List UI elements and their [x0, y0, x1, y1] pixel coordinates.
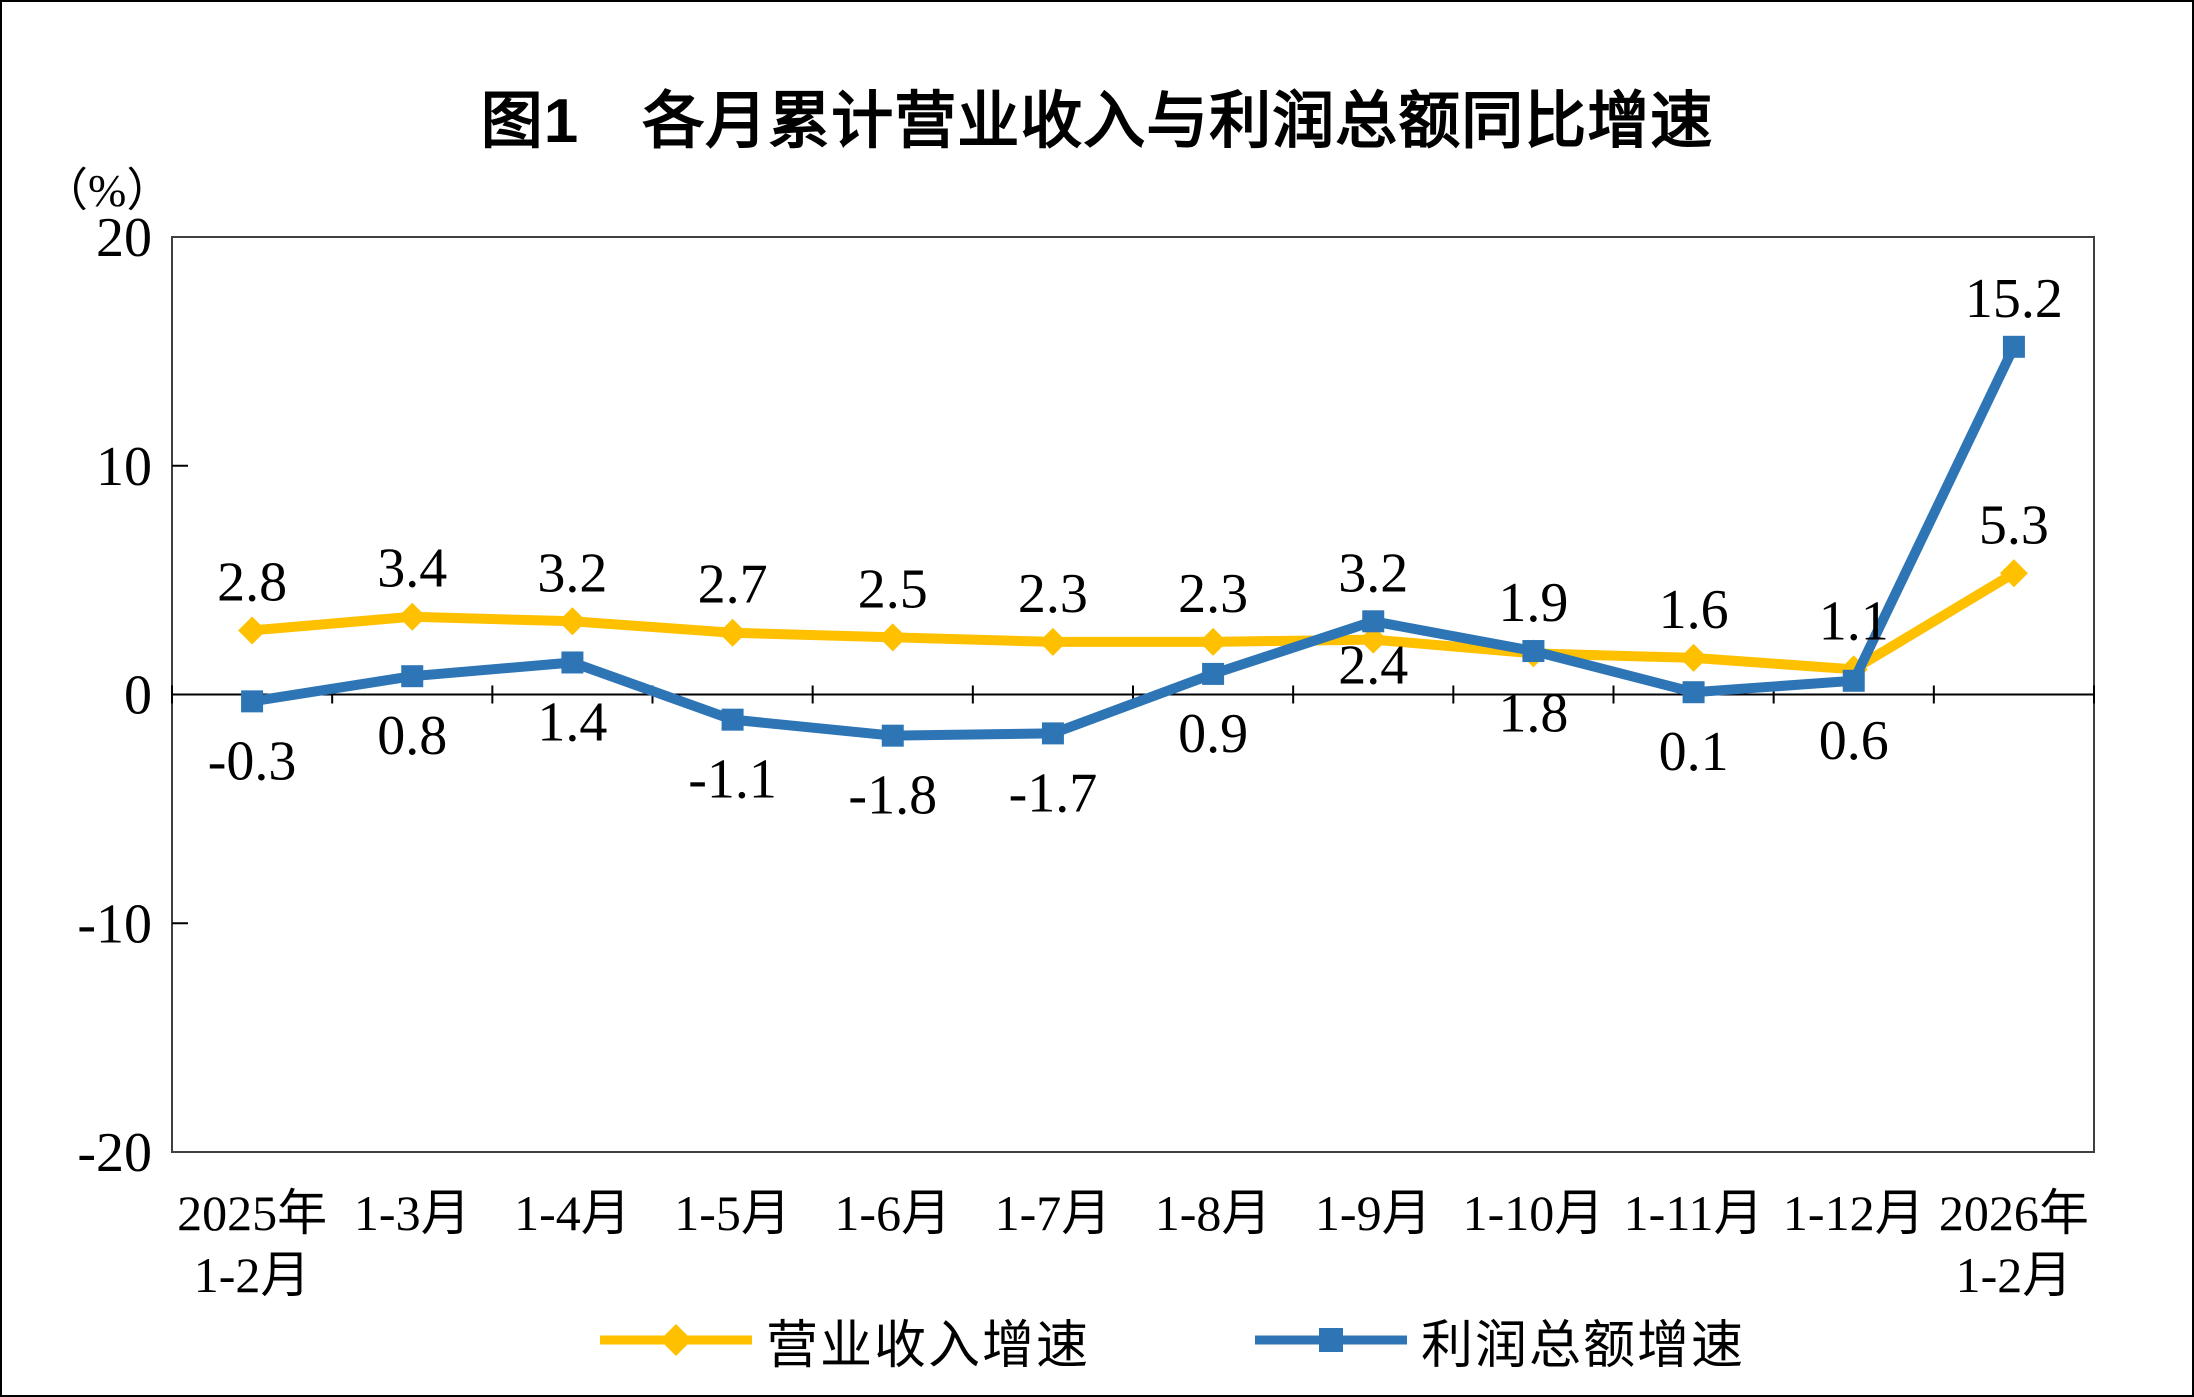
data-point-marker-diamond	[1679, 643, 1708, 672]
chart-title: 图1 各月累计营业收入与利润总额同比增速	[480, 87, 1714, 156]
series-line-0	[251, 568, 2017, 675]
x-tick-label: 2025年	[177, 1185, 327, 1241]
data-label: 15.2	[1965, 268, 2063, 330]
legend-label-profit: 利润总额增速	[1421, 1317, 1746, 1375]
legend-item-revenue: 营业收入增速	[600, 1304, 1090, 1376]
data-point-marker-square	[1202, 662, 1225, 685]
data-point-marker-diamond	[1038, 627, 1067, 656]
x-tick-label: 1-11月	[1624, 1185, 1764, 1241]
data-point-marker-square	[401, 665, 424, 688]
data-label: 0.1	[1659, 721, 1729, 783]
data-point-marker-diamond	[878, 623, 907, 652]
x-tick-label: 2026年	[1939, 1185, 2089, 1241]
data-point-marker-diamond	[558, 607, 587, 636]
x-tick-label: 1-9月	[1315, 1185, 1432, 1241]
data-point-marker-square	[561, 651, 584, 674]
data-label: 5.3	[1979, 494, 2049, 556]
data-label: 3.4	[377, 538, 447, 600]
data-point-marker-square	[1041, 722, 1064, 745]
data-point-marker-square	[1522, 640, 1545, 663]
data-label: 3.2	[1338, 542, 1408, 604]
data-label: -1.7	[1009, 762, 1098, 824]
y-tick-label: 0	[124, 665, 152, 727]
y-tick-label: -10	[77, 893, 152, 955]
profit-series-swatch-icon	[1255, 1328, 1407, 1352]
data-point-marker-square	[1842, 669, 1865, 692]
data-label: 3.2	[537, 542, 607, 604]
data-point-marker-square	[1362, 610, 1385, 633]
x-tick-label: 1-8月	[1155, 1185, 1272, 1241]
data-label: 0.9	[1178, 703, 1248, 765]
data-label: 1.4	[537, 691, 607, 753]
data-label: 2.5	[858, 558, 928, 620]
data-point-marker-square	[2002, 335, 2025, 358]
revenue-series-swatch-icon	[600, 1324, 752, 1356]
data-point-marker-diamond	[238, 616, 267, 645]
x-tick-label: 1-6月	[834, 1185, 951, 1241]
y-axis-unit-label: （%）	[42, 165, 173, 216]
x-tick-label: 1-5月	[674, 1185, 791, 1241]
x-tick-label: 1-2月	[194, 1247, 311, 1303]
data-label: 2.3	[1178, 563, 1248, 625]
x-tick-label: 1-10月	[1463, 1185, 1605, 1241]
y-tick-label: 20	[96, 207, 152, 269]
data-label: 2.7	[698, 554, 768, 616]
data-label: 1.6	[1659, 579, 1729, 641]
x-tick-label: 1-7月	[995, 1185, 1112, 1241]
legend-label-revenue: 营业收入增速	[766, 1317, 1091, 1375]
data-label: 2.3	[1018, 563, 1088, 625]
x-tick-label: 1-4月	[514, 1185, 631, 1241]
data-label: -0.3	[208, 730, 297, 792]
y-tick-label: 10	[96, 436, 152, 498]
data-label: 2.8	[217, 551, 287, 613]
data-label: 1.8	[1498, 682, 1568, 744]
data-label: -1.1	[688, 749, 777, 811]
data-label: -1.8	[848, 765, 937, 827]
x-tick-label: 1-2月	[1956, 1247, 2073, 1303]
y-tick-label: -20	[77, 1122, 152, 1184]
x-tick-label: 1-12月	[1783, 1185, 1925, 1241]
series-line-1	[251, 344, 2019, 741]
data-point-marker-diamond	[1199, 627, 1228, 656]
data-point-marker-diamond	[718, 618, 747, 647]
legend-item-profit: 利润总额增速	[1255, 1304, 1745, 1376]
data-label: 0.8	[377, 705, 447, 767]
data-label: 1.9	[1498, 572, 1568, 634]
data-point-marker-square	[881, 724, 904, 747]
x-tick-label: 1-3月	[354, 1185, 471, 1241]
data-point-marker-diamond	[1999, 559, 2028, 588]
data-label: 1.1	[1819, 590, 1889, 652]
data-point-marker-diamond	[398, 602, 427, 631]
data-label: 2.4	[1338, 635, 1408, 697]
data-label: 0.6	[1819, 710, 1889, 772]
data-point-marker-diamond	[1359, 625, 1388, 654]
data-point-marker-square	[241, 690, 264, 713]
data-point-marker-square	[721, 708, 744, 731]
data-point-marker-square	[1682, 681, 1705, 704]
